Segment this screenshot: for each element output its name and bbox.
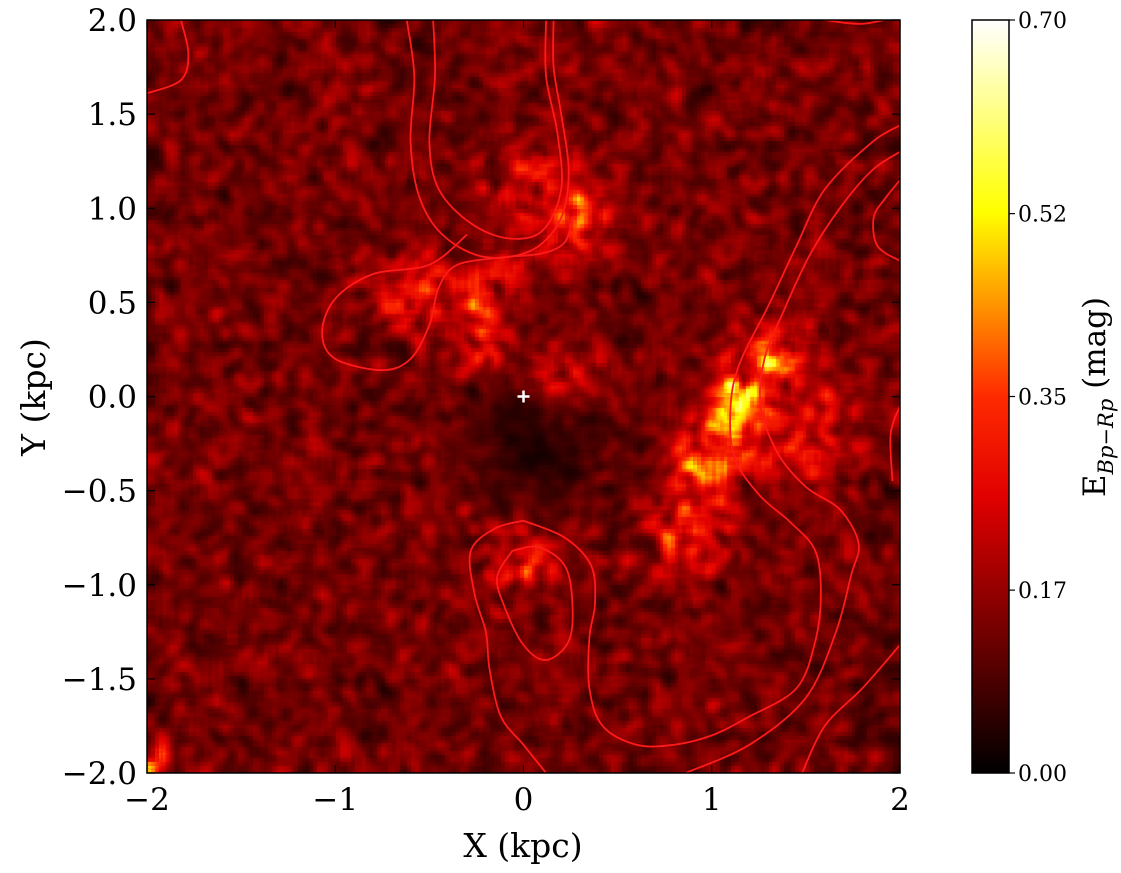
colorbar-tick-label: 0.17 bbox=[1018, 579, 1067, 604]
colorbar-tick-label: 0.35 bbox=[1018, 386, 1067, 411]
contour-line bbox=[824, 20, 889, 25]
contour-line bbox=[685, 151, 900, 773]
colorbar-title-subscript: Bp−Rp bbox=[1094, 399, 1118, 476]
contour-line bbox=[801, 644, 900, 773]
contour-line bbox=[321, 217, 574, 372]
contour-line bbox=[147, 20, 190, 95]
y-tick-label: −0.5 bbox=[62, 474, 137, 510]
plot-area bbox=[146, 19, 901, 774]
colorbar-title-main: E bbox=[1077, 474, 1113, 497]
y-tick-label: −1.0 bbox=[62, 568, 137, 604]
y-axis-ticks: −2.0 −1.5 −1.0 −0.5 0.0 0.5 1.0 1.5 2.0 bbox=[62, 3, 900, 792]
x-axis-ticks: −2 −1 0 1 2 bbox=[124, 20, 910, 818]
colorbar-gradient bbox=[971, 19, 1010, 774]
x-axis-title: X (kpc) bbox=[463, 826, 582, 865]
contour-line bbox=[468, 519, 547, 773]
contour-line bbox=[428, 20, 563, 240]
center-marker bbox=[517, 390, 530, 403]
contour-lines bbox=[147, 20, 900, 773]
colorbar-title: EBp−Rp (mag) bbox=[1077, 297, 1118, 497]
y-tick-label: 0.0 bbox=[88, 380, 137, 416]
y-tick-label: 1.0 bbox=[88, 191, 137, 227]
colorbar-title-unit: (mag) bbox=[1077, 297, 1113, 389]
y-tick-label: 1.5 bbox=[88, 97, 137, 133]
contour-line bbox=[523, 124, 900, 748]
colorbar-tick-label: 0.70 bbox=[1018, 9, 1067, 34]
y-tick-label: −1.5 bbox=[62, 662, 137, 698]
x-tick-label: 2 bbox=[890, 782, 910, 818]
y-tick-label: −2.0 bbox=[62, 756, 137, 792]
contour-line bbox=[872, 179, 900, 262]
contour-line bbox=[496, 545, 574, 661]
y-tick-label: 0.5 bbox=[88, 285, 137, 321]
colorbar-tick-label: 0.52 bbox=[1018, 203, 1067, 228]
colorbar-tick-label: 0.00 bbox=[1018, 762, 1067, 787]
x-tick-label: 1 bbox=[702, 782, 722, 818]
x-tick-label: −1 bbox=[312, 782, 358, 818]
svg-text:EBp−Rp (mag): EBp−Rp (mag) bbox=[1077, 297, 1118, 497]
x-tick-label: 0 bbox=[514, 782, 534, 818]
contour-line bbox=[889, 405, 900, 482]
y-axis-title: Y (kpc) bbox=[14, 338, 53, 457]
colorbar-ticks: 0.00 0.17 0.35 0.52 0.70 bbox=[1009, 9, 1067, 787]
x-tick-label: −2 bbox=[124, 782, 170, 818]
colorbar: 0.00 0.17 0.35 0.52 0.70 EBp−Rp (mag) bbox=[971, 9, 1118, 787]
y-tick-label: 2.0 bbox=[88, 3, 137, 39]
